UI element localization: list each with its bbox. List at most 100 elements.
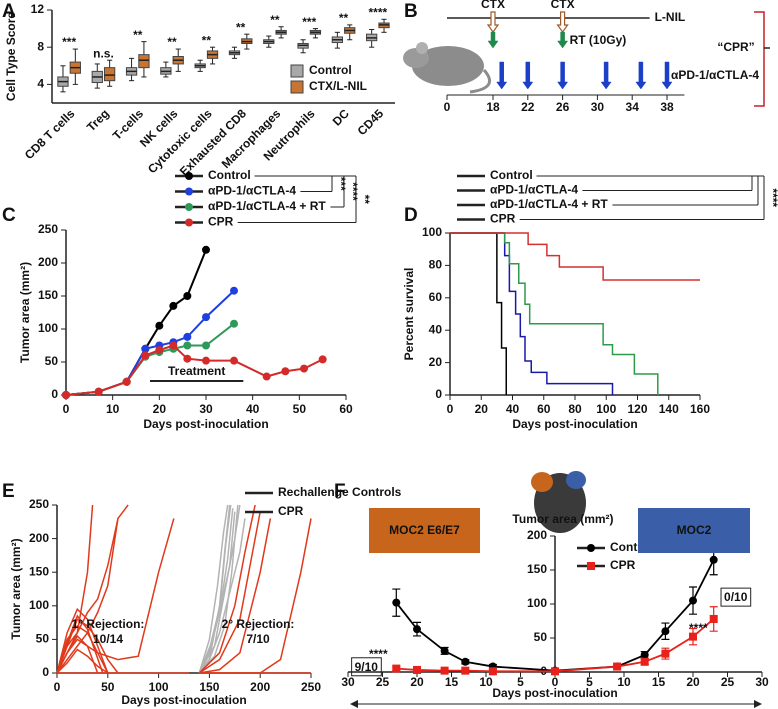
right-model-box bbox=[638, 508, 750, 553]
legend-label: αPD-1/αCTLA-4 bbox=[490, 183, 578, 197]
point bbox=[392, 664, 401, 673]
ctx-label: CTX bbox=[481, 0, 505, 11]
x-tick-label: 26 bbox=[556, 100, 570, 114]
lnil-label: L-NIL bbox=[655, 10, 686, 24]
ctx-arrow bbox=[486, 11, 500, 34]
antibody-arrow bbox=[635, 61, 647, 90]
point bbox=[709, 555, 718, 564]
y-tick-label: 0 bbox=[42, 665, 49, 679]
tumor-curve bbox=[199, 518, 312, 674]
x-tick-label: 120 bbox=[627, 402, 647, 416]
mouse-tail bbox=[469, 69, 492, 94]
x-tick-label: 25 bbox=[721, 675, 735, 689]
point bbox=[202, 245, 210, 254]
x-tick-label: 10 bbox=[617, 675, 631, 689]
point bbox=[318, 355, 327, 364]
tumor-curve bbox=[198, 504, 239, 674]
antibody-arrow bbox=[557, 61, 569, 90]
x-axis-title: Days post-inoculation bbox=[121, 693, 246, 707]
y-axis-title: Cell Type Score bbox=[4, 12, 18, 101]
survival-curve bbox=[450, 232, 507, 395]
tumor-left bbox=[531, 472, 553, 492]
x-tick-label: 60 bbox=[537, 402, 551, 416]
y-tick-label: 12 bbox=[31, 2, 45, 16]
point bbox=[169, 341, 178, 350]
cpr-label: “CPR” bbox=[717, 40, 754, 54]
point bbox=[640, 651, 649, 659]
y-axis-title: Percent survival bbox=[402, 268, 416, 361]
point bbox=[262, 372, 271, 381]
antibody-arrow bbox=[496, 61, 508, 90]
point bbox=[661, 649, 670, 658]
point bbox=[413, 625, 421, 634]
plot-title: Tumor area (mm²) bbox=[512, 512, 613, 526]
x-tick-label: 0 bbox=[552, 675, 559, 689]
point bbox=[122, 377, 131, 386]
y-tick-label: 40 bbox=[429, 322, 443, 336]
point bbox=[183, 292, 192, 300]
y-tick-label: 150 bbox=[527, 562, 547, 576]
y-tick-label: 0 bbox=[51, 387, 58, 401]
x-tick-label: 20 bbox=[686, 675, 700, 689]
tumor-curve bbox=[56, 648, 109, 674]
y-tick-label: 200 bbox=[38, 255, 58, 269]
significance: ** bbox=[236, 20, 246, 34]
point bbox=[551, 667, 559, 676]
significance: ** bbox=[133, 28, 143, 42]
rt-arrow bbox=[557, 31, 569, 49]
panel-label: B bbox=[404, 1, 418, 22]
y-tick-label: 50 bbox=[36, 632, 50, 646]
x-tick-label: 18 bbox=[486, 100, 500, 114]
x-tick-label: 10 bbox=[479, 675, 493, 689]
legend-label: CTX/L-NIL bbox=[309, 79, 367, 93]
significance: ** bbox=[202, 33, 212, 47]
significance: ** bbox=[339, 11, 349, 25]
point bbox=[141, 351, 150, 360]
y-axis-title: Tumor area (mm²) bbox=[18, 262, 32, 363]
annotation: 2° Rejection: bbox=[222, 617, 295, 631]
y-tick-label: 100 bbox=[527, 596, 547, 610]
y-tick-label: 50 bbox=[45, 354, 59, 368]
x-tick-label: 15 bbox=[445, 675, 459, 689]
mouse-ear bbox=[416, 42, 428, 54]
x-tick-label: 0 bbox=[54, 680, 61, 694]
cpr-bracket bbox=[754, 11, 765, 107]
x-tick-label: CD8 T cells bbox=[22, 106, 78, 162]
point bbox=[392, 598, 401, 607]
legend-label: Rechallenge Controls bbox=[278, 485, 402, 499]
x-tick-label: CD45 bbox=[355, 106, 387, 138]
x-tick-label: 200 bbox=[250, 680, 270, 694]
x-tick-label: 60 bbox=[339, 402, 353, 416]
left-model-label: MOC2 E6/E7 bbox=[389, 523, 460, 537]
legend-label: αPD-1/αCTLA-4 bbox=[208, 184, 296, 198]
x-tick-label: 10 bbox=[106, 402, 120, 416]
legend-marker bbox=[185, 172, 193, 180]
x-tick-label: 30 bbox=[755, 675, 769, 689]
point bbox=[440, 666, 449, 675]
fraction-label: 0/10 bbox=[724, 590, 748, 604]
x-tick-label: 80 bbox=[568, 402, 582, 416]
point bbox=[141, 344, 150, 353]
significance: *** bbox=[302, 15, 316, 29]
point bbox=[613, 662, 622, 671]
x-tick-label: 50 bbox=[101, 680, 115, 694]
y-tick-label: 250 bbox=[38, 222, 58, 236]
point bbox=[413, 665, 421, 674]
x-axis-title: Days post-inoculation bbox=[143, 417, 268, 431]
x-tick-label: 20 bbox=[410, 675, 424, 689]
box bbox=[103, 67, 116, 82]
survival-curve bbox=[450, 232, 614, 395]
tumor-curve bbox=[56, 614, 104, 674]
significance: *** bbox=[334, 177, 348, 191]
legend-label: CPR bbox=[610, 558, 636, 572]
point bbox=[300, 364, 308, 373]
x-tick-label: 30 bbox=[591, 100, 605, 114]
legend-swatch bbox=[290, 80, 304, 94]
tumor-curve bbox=[56, 504, 129, 674]
tumor-right bbox=[566, 471, 586, 489]
fraction-label: 9/10 bbox=[355, 660, 379, 674]
legend-label: Control bbox=[309, 63, 352, 77]
point bbox=[230, 319, 238, 328]
ctx-label: CTX bbox=[551, 0, 575, 11]
